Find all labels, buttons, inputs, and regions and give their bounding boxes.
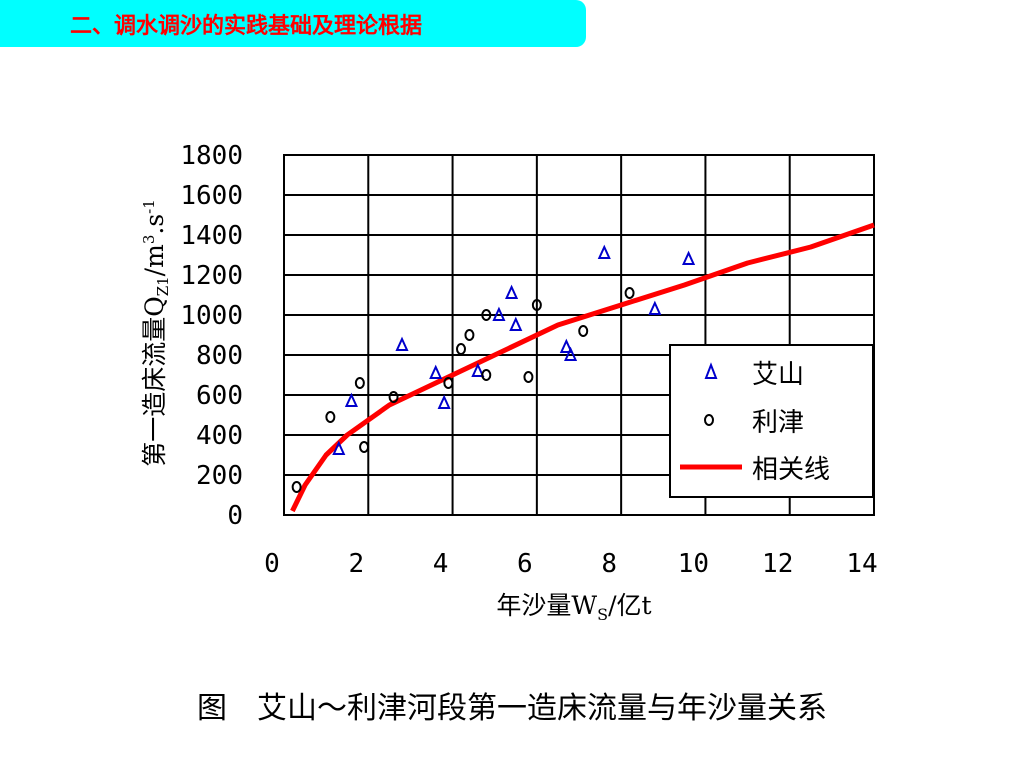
- legend-lijin-circle-icon: [704, 414, 714, 426]
- x-tick-label: 10: [678, 549, 709, 579]
- y-tick-label: 200: [196, 461, 243, 491]
- x-axis-label-subscript: S: [597, 605, 608, 624]
- y-tick-label: 600: [196, 381, 243, 411]
- y-axis-label-unit-s: .s: [140, 214, 169, 235]
- chart-frame: [283, 154, 875, 516]
- plot-area-border: [283, 154, 875, 516]
- point-aishan: [492, 306, 506, 321]
- point-aishan: [395, 336, 409, 351]
- legend-label-fit: 相关线: [752, 455, 830, 485]
- legend-box: [669, 344, 874, 498]
- x-tick-label: 2: [348, 549, 364, 579]
- point-aishan: [597, 244, 611, 259]
- y-axis-label-unit: /m: [140, 244, 169, 276]
- y-tick-label: 1800: [180, 141, 243, 171]
- data-points: [291, 244, 696, 493]
- fit-line-layer: [290, 222, 875, 513]
- point-lijin: [481, 309, 492, 321]
- point-lijin: [523, 371, 534, 383]
- legend-label-lijin: 利津: [752, 408, 804, 438]
- figure-caption: 图 艾山～利津河段第一造床流量与年沙量关系: [197, 691, 827, 726]
- legend-aishan-triangle-icon: [704, 362, 718, 379]
- x-axis-label-unit: /亿t: [608, 591, 651, 620]
- x-tick-label: 0: [264, 549, 280, 579]
- point-lijin: [531, 299, 542, 311]
- point-aishan: [564, 346, 578, 361]
- chart-legend: 艾山 利津 相关线: [669, 344, 874, 498]
- x-tick-label: 14: [846, 549, 877, 579]
- point-lijin: [443, 377, 454, 389]
- y-axis-label-superscript-1: 3: [140, 235, 158, 245]
- x-axis-label-main: 年沙量W: [496, 591, 597, 620]
- y-axis-label-superscript-2: -1: [140, 199, 158, 214]
- slide-title: 二、调水调沙的实践基础及理论根据: [70, 14, 423, 39]
- x-axis-label: 年沙量WS/亿t: [496, 591, 651, 624]
- point-aishan: [344, 392, 358, 407]
- x-tick-label: 6: [517, 549, 533, 579]
- x-tick-label: 12: [762, 549, 793, 579]
- point-lijin: [624, 287, 635, 299]
- point-lijin: [464, 329, 475, 341]
- x-tick-labels: 0 2 4 6 8 10 12 14: [264, 549, 877, 579]
- y-axis-label: 第一造床流量QZ1/m3.s-1: [140, 199, 172, 467]
- slide-header-banner: 二、调水调沙的实践基础及理论根据: [0, 0, 586, 47]
- point-aishan: [471, 362, 485, 377]
- point-aishan: [429, 364, 443, 379]
- point-lijin: [291, 481, 302, 493]
- point-lijin: [456, 343, 466, 355]
- y-axis-label-subscript: Z1: [154, 276, 172, 296]
- point-lijin: [325, 411, 336, 423]
- x-tick-label: 8: [601, 549, 617, 579]
- point-aishan: [559, 338, 573, 353]
- point-aishan: [648, 300, 662, 315]
- point-aishan: [682, 250, 696, 265]
- y-tick-label: 1000: [180, 301, 243, 331]
- x-tick-label: 4: [433, 549, 449, 579]
- point-aishan: [505, 284, 519, 299]
- point-lijin: [481, 369, 492, 381]
- y-axis-label-main: 第一造床流量Q: [140, 296, 169, 467]
- y-tick-label: 1400: [180, 221, 243, 251]
- point-lijin: [388, 391, 399, 403]
- y-tick-label: 800: [196, 341, 243, 371]
- fit-line: [290, 222, 875, 513]
- legend-label-aishan: 艾山: [752, 360, 804, 390]
- y-tick-label: 1200: [180, 261, 243, 291]
- y-tick-label: 400: [196, 421, 243, 451]
- point-lijin: [578, 325, 589, 337]
- point-aishan: [332, 440, 346, 455]
- point-aishan: [509, 316, 523, 331]
- point-aishan: [437, 394, 451, 409]
- y-tick-label: 1600: [180, 181, 243, 211]
- y-tick-label: 0: [227, 501, 243, 531]
- y-tick-labels: 0 200 400 600 800 1000 1200 1400 1600 1800: [180, 141, 243, 531]
- point-lijin: [359, 441, 370, 453]
- point-lijin: [354, 377, 365, 389]
